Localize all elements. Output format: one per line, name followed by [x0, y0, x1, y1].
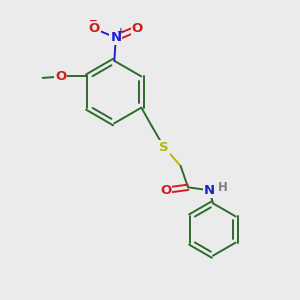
Text: O: O	[160, 184, 171, 197]
Text: N: N	[110, 31, 122, 44]
Text: −: −	[89, 15, 98, 26]
Text: H: H	[218, 181, 228, 194]
Text: S: S	[159, 141, 169, 154]
Text: +: +	[117, 27, 125, 36]
Text: O: O	[55, 70, 66, 83]
Text: O: O	[89, 22, 100, 35]
Text: N: N	[204, 184, 215, 197]
Text: O: O	[132, 22, 143, 35]
